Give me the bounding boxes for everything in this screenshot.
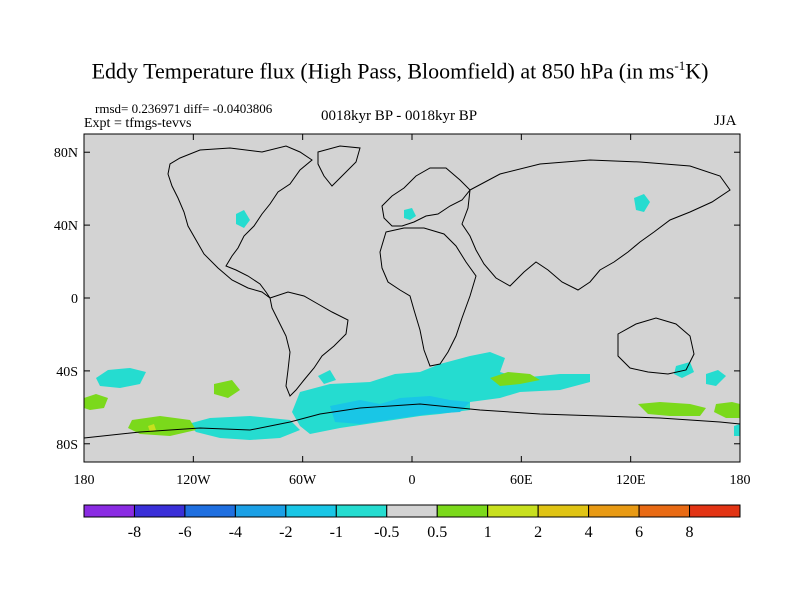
coastlines — [83, 145, 741, 439]
colorbar-label-9: 4 — [585, 524, 593, 541]
colorbar-box-5 — [335, 504, 388, 518]
colorbar-label-1: -6 — [178, 524, 191, 541]
patch-north-america — [236, 210, 250, 228]
colorbar-box-1 — [133, 504, 186, 518]
colorbar-label-7: 1 — [484, 524, 492, 541]
coast-australia — [617, 317, 695, 375]
patch-east-pacific-south — [734, 424, 740, 436]
patch-south-pacific — [188, 416, 300, 440]
colorbar-label-8: 2 — [534, 524, 542, 541]
colorbar-box-12 — [689, 504, 741, 518]
patch-east-green-b — [714, 402, 740, 418]
colorbar-box-2 — [184, 504, 236, 518]
colorbar-box-4 — [285, 504, 337, 518]
colorbar-label-2: -4 — [229, 524, 242, 541]
colorbar-box-11 — [638, 504, 691, 518]
stats-text: rmsd= 0.236971 diff= -0.0403806 — [95, 101, 273, 116]
lon-label-3: 0 — [409, 473, 416, 488]
latitude-axis: 80N 40N 0 40S 80S — [54, 146, 740, 453]
lon-label-5: 120E — [616, 473, 646, 488]
experiment-label: Expt = tfmgs-tevvs — [84, 116, 192, 131]
lat-label-2: 0 — [71, 292, 78, 307]
colorbar-label-4: -1 — [330, 524, 343, 541]
lon-label-4: 60E — [510, 473, 533, 488]
patch-indian-green — [490, 372, 540, 386]
colorbar: -8 -6 -4 -2 -1 -0.5 0.5 1 2 4 6 8 — [83, 504, 741, 541]
patch-yellow-small — [148, 424, 156, 432]
colorbar-box-3 — [234, 504, 287, 518]
period-label: 0018kyr BP - 0018kyr BP — [321, 108, 478, 124]
patch-east-green — [638, 402, 706, 416]
coast-asia — [461, 159, 731, 291]
chart-title: Eddy Temperature flux (High Pass, Bloomf… — [91, 58, 709, 84]
season-label: JJA — [714, 113, 737, 129]
lon-label-0: 180 — [74, 473, 95, 488]
coast-europe — [381, 167, 471, 227]
colorbar-label-0: -8 — [128, 524, 141, 541]
coast-antarctica — [83, 403, 741, 439]
coast-greenland — [317, 145, 361, 187]
colorbar-label-3: -2 — [279, 524, 292, 541]
colorbar-label-6: 0.5 — [427, 524, 447, 541]
lon-label-6: 180 — [730, 473, 751, 488]
colorbar-box-7 — [436, 504, 489, 518]
coast-africa — [379, 227, 477, 367]
lat-label-0: 80N — [54, 146, 78, 161]
patch-south-pacific-green-b — [128, 416, 196, 436]
lat-label-3: 40S — [56, 365, 78, 380]
longitude-axis: 180 120W 60W 0 60E 120E 180 — [74, 134, 751, 488]
coast-south-america — [269, 291, 349, 397]
colorbar-box-8 — [487, 504, 539, 518]
lat-label-1: 40N — [54, 219, 78, 234]
patch-tasman — [706, 370, 726, 386]
colorbar-label-10: 6 — [635, 524, 643, 541]
patch-south-pacific-green-c — [214, 380, 240, 398]
patch-patagonia — [318, 370, 336, 384]
colorbar-label-11: 8 — [686, 524, 694, 541]
colorbar-box-6 — [386, 504, 438, 518]
patch-southern-ocean-dark — [330, 396, 470, 424]
colorbar-box-0 — [83, 504, 135, 518]
patch-sw-pacific — [96, 368, 146, 388]
colorbar-box-10 — [588, 504, 640, 518]
lat-label-4: 80S — [56, 438, 78, 453]
patch-siberia — [634, 194, 650, 212]
colorbar-box-9 — [537, 504, 590, 518]
patch-europe — [404, 208, 416, 220]
patch-south-pacific-green-a — [84, 394, 108, 410]
colorbar-label-5: -0.5 — [374, 524, 399, 541]
lon-label-2: 60W — [289, 473, 317, 488]
coast-north-america — [167, 145, 313, 299]
lon-label-1: 120W — [176, 473, 211, 488]
